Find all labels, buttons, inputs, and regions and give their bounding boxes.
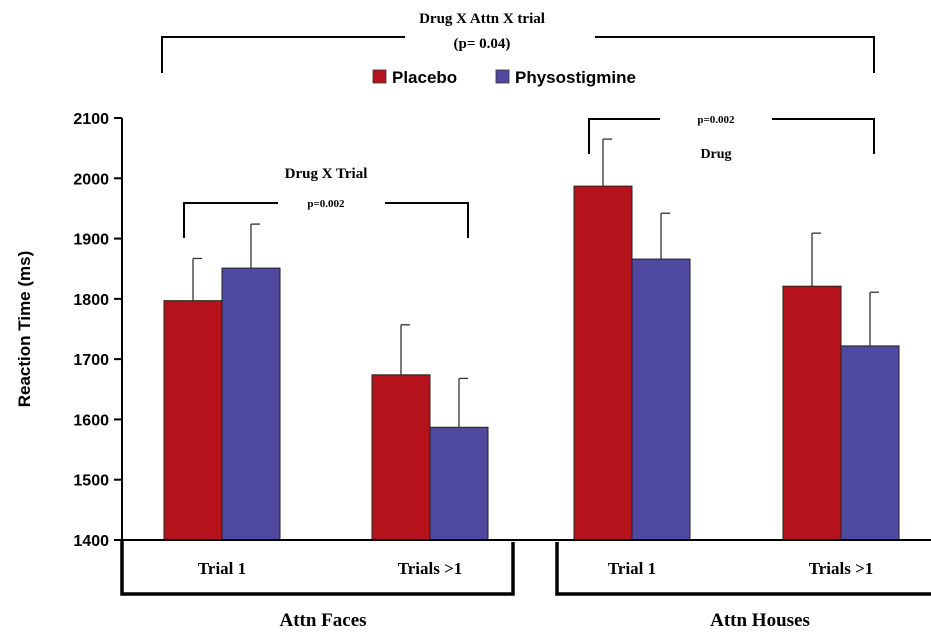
category-label: Trial 1	[198, 559, 246, 578]
top-annotation-line1: Drug X Attn X trial	[419, 11, 545, 27]
bar-physostigmine	[631, 258, 691, 541]
bar-placebo	[573, 185, 633, 541]
group-bracket-houses	[555, 542, 931, 596]
legend-swatch-physostigmine	[495, 69, 510, 84]
category-label: Trials >1	[398, 559, 463, 578]
group-bracket-faces	[120, 540, 515, 596]
faces-annotation-p: p=0.002	[307, 198, 345, 210]
houses-annotation-p: p=0.002	[697, 114, 735, 126]
group-label-houses: Attn Houses	[710, 610, 810, 631]
category-labels: Trial 1 Trials >1 Trial 1 Trials >1	[198, 559, 873, 578]
y-tick-label: 1500	[73, 473, 109, 490]
y-tick-label: 2100	[73, 111, 109, 128]
y-tick-label: 1700	[73, 352, 109, 369]
y-axis-label: Reaction Time (ms)	[15, 251, 34, 408]
bar-placebo	[371, 374, 431, 541]
bar-placebo	[163, 300, 223, 541]
bar-physostigmine	[221, 267, 281, 541]
y-tick-label: 2000	[73, 171, 109, 188]
legend-swatch-placebo	[372, 69, 387, 84]
y-tick-label: 1400	[73, 533, 109, 550]
faces-annotation-title: Drug X Trial	[285, 166, 368, 182]
houses-annotation-label: Drug	[700, 147, 731, 162]
y-tick-label: 1600	[73, 412, 109, 429]
category-label: Trials >1	[809, 559, 874, 578]
y-ticks: 1400 1500 1600 1700 1800 1900 2000 2100	[73, 111, 122, 550]
top-significance-bracket	[161, 36, 875, 73]
faces-significance-bracket	[183, 202, 469, 238]
legend-label-physostigmine: Physostigmine	[515, 68, 636, 87]
category-label: Trial 1	[608, 559, 656, 578]
bar-physostigmine	[429, 426, 489, 541]
houses-significance-bracket	[588, 118, 875, 154]
bars	[163, 138, 900, 541]
legend-label-placebo: Placebo	[392, 68, 457, 87]
y-tick-label: 1800	[73, 292, 109, 309]
bar-physostigmine	[840, 345, 900, 541]
bar-placebo	[782, 285, 842, 541]
group-label-faces: Attn Faces	[279, 610, 366, 631]
legend: Placebo Physostigmine	[372, 68, 636, 87]
y-tick-label: 1900	[73, 232, 109, 249]
top-annotation-line2: (p= 0.04)	[454, 36, 511, 52]
